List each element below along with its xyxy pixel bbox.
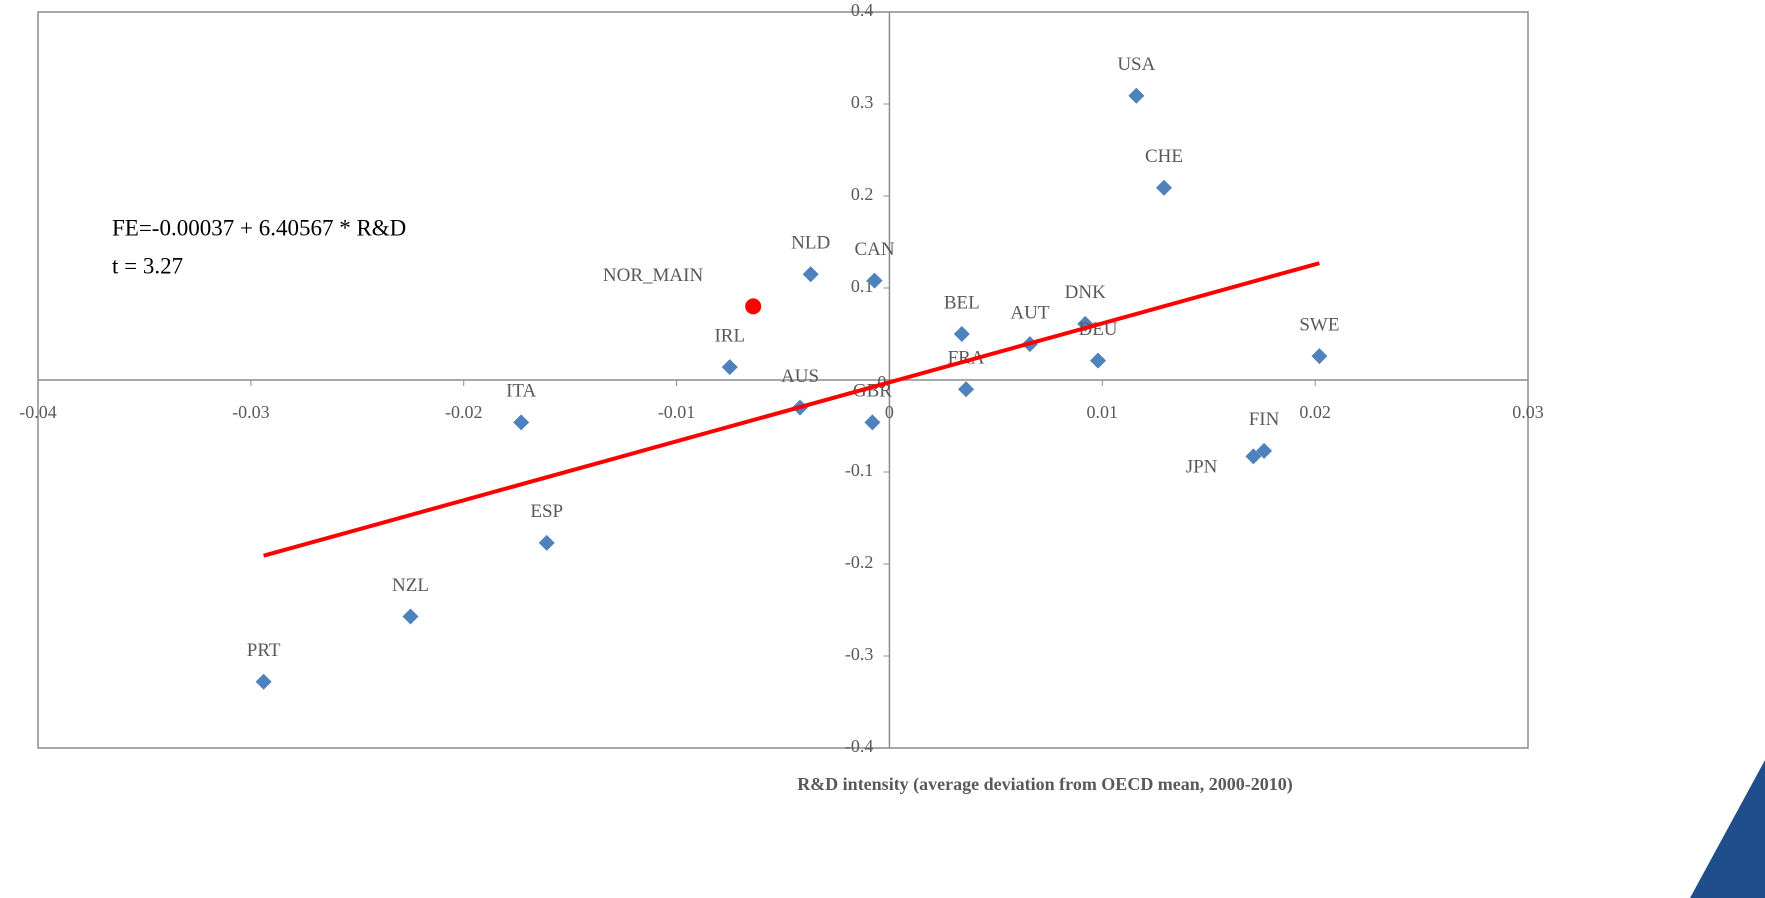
x-tick-label: 0.02 [1299, 402, 1331, 422]
fit-line [263, 261, 1320, 558]
point [1090, 352, 1107, 369]
point [864, 414, 881, 431]
annotation: FE=-0.00037 + 6.40567 * R&D [112, 215, 406, 240]
point-label: JPN [1186, 457, 1218, 478]
y-tick-label: -0.2 [845, 552, 874, 572]
point-label: CAN [854, 239, 894, 260]
point-label: AUT [1010, 302, 1049, 323]
point-label: ESP [530, 501, 563, 522]
y-tick-label: 0.3 [851, 92, 874, 112]
point-label: DEU [1078, 319, 1117, 340]
point [958, 381, 975, 398]
y-tick-label: -0.1 [845, 460, 874, 480]
point-label: CHE [1145, 146, 1183, 167]
point-label: ITA [506, 381, 536, 402]
point-label: NLD [791, 233, 830, 254]
x-axis-title: R&D intensity (average deviation from OE… [797, 774, 1293, 795]
point [866, 272, 883, 289]
point [953, 326, 970, 342]
point-label: PRT [247, 640, 281, 661]
y-tick-label: -0.4 [845, 736, 874, 756]
point-label: NOR_MAIN [603, 265, 704, 286]
point [255, 673, 272, 690]
annotation: t = 3.27 [112, 253, 183, 278]
point-label: DNK [1065, 282, 1106, 303]
x-tick-label: 0.01 [1087, 402, 1119, 422]
y-tick-label: 0.2 [851, 184, 874, 204]
point [1128, 87, 1145, 104]
point-label: BEL [944, 292, 980, 313]
point-label: NZL [392, 575, 429, 596]
x-tick-label: 0.03 [1512, 402, 1544, 422]
point-label: USA [1117, 54, 1155, 75]
point [402, 608, 419, 625]
x-tick-label: 0 [885, 402, 894, 422]
point [802, 266, 819, 283]
point-label: FIN [1249, 409, 1280, 430]
point-label: IRL [714, 325, 745, 346]
point [1311, 348, 1328, 365]
point-label: SWE [1299, 314, 1339, 335]
x-tick-label: -0.03 [232, 402, 270, 422]
y-tick-label: 0.4 [851, 0, 874, 20]
point [538, 534, 555, 551]
y-tick-label: 0 [877, 372, 886, 392]
point [513, 414, 530, 431]
point-label: AUS [781, 366, 819, 387]
corner-decoration [1690, 760, 1765, 898]
x-tick-label: -0.02 [445, 402, 483, 422]
x-tick-label: -0.01 [658, 402, 696, 422]
point [1256, 442, 1273, 459]
point [745, 298, 762, 315]
point [721, 359, 738, 376]
point [1156, 179, 1173, 196]
x-tick-label: -0.04 [19, 402, 57, 422]
y-tick-label: -0.3 [845, 644, 874, 664]
point [1245, 448, 1262, 465]
